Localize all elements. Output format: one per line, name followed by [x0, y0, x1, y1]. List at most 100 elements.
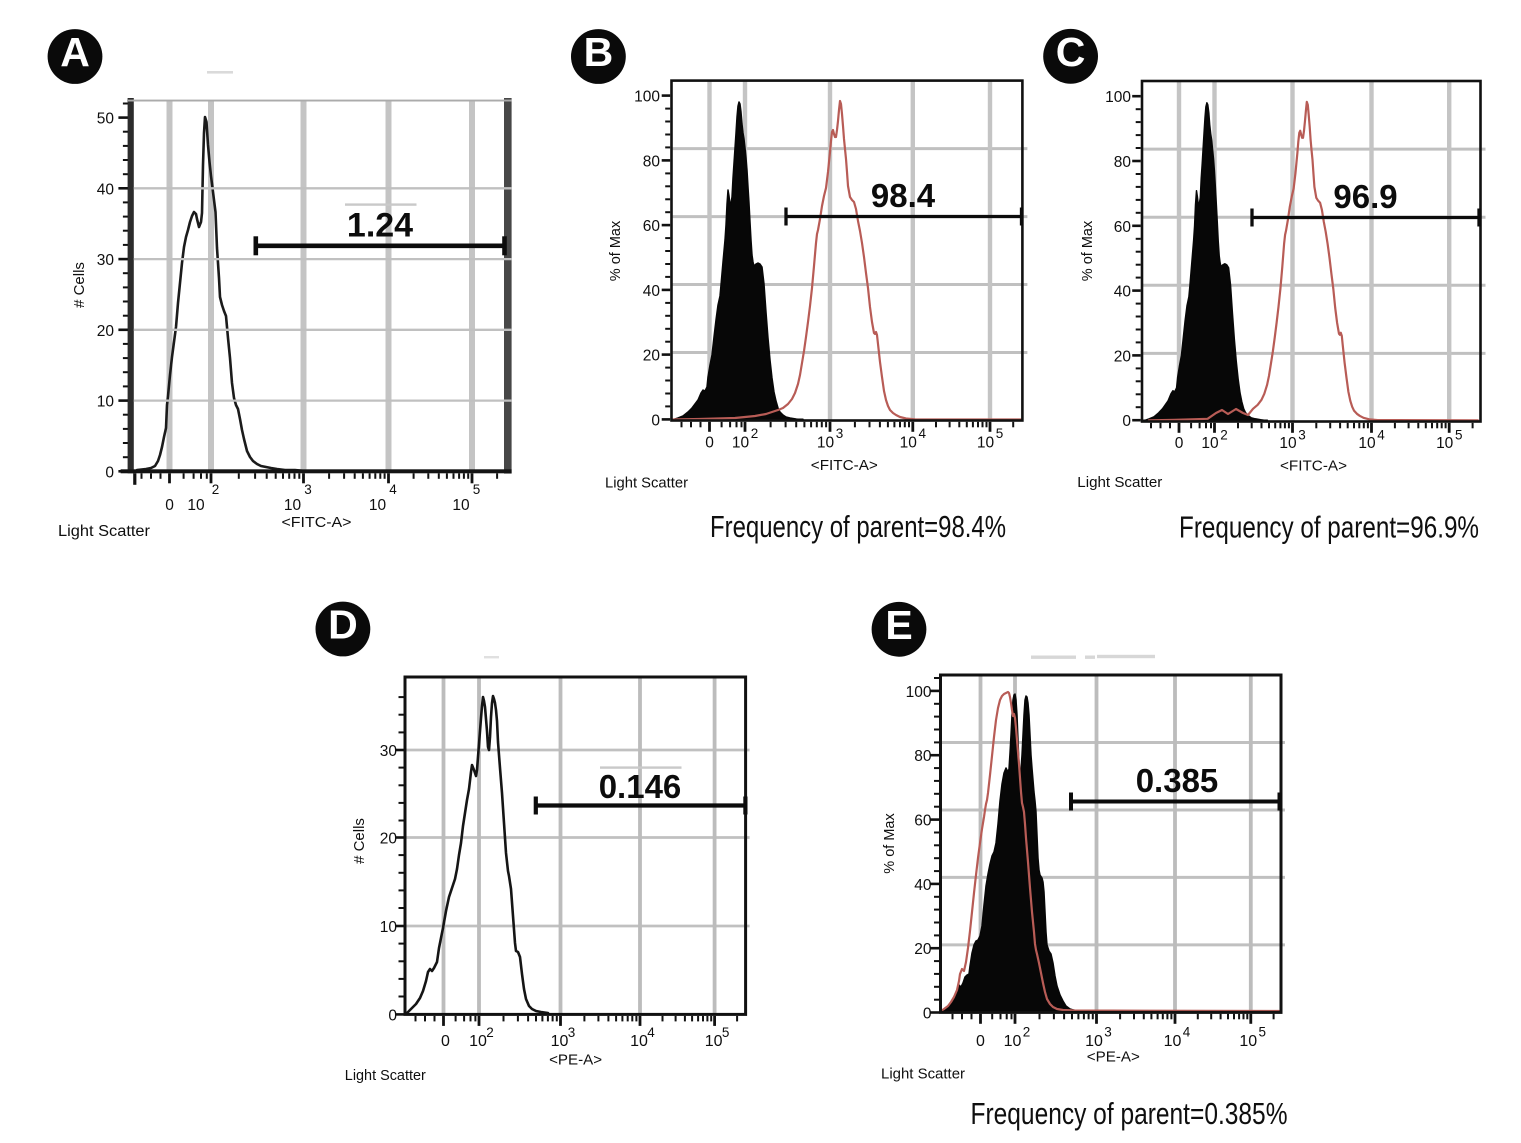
svg-text:<PE-A>: <PE-A>: [1087, 1049, 1140, 1066]
svg-text:Frequency of parent=98.4%: Frequency of parent=98.4%: [710, 509, 1006, 544]
svg-text:<FITC-A>: <FITC-A>: [811, 457, 878, 474]
svg-text:D: D: [328, 602, 358, 648]
svg-text:0: 0: [1122, 413, 1131, 430]
svg-text:100: 100: [1105, 89, 1131, 106]
svg-text:100: 100: [634, 89, 660, 106]
svg-text:0: 0: [1175, 435, 1184, 452]
svg-text:2: 2: [1023, 1025, 1031, 1040]
svg-text:2: 2: [486, 1025, 494, 1040]
svg-text:10: 10: [900, 435, 918, 452]
svg-text:60: 60: [914, 813, 932, 830]
svg-text:80: 80: [914, 748, 932, 765]
svg-text:10: 10: [630, 1033, 648, 1050]
svg-text:2: 2: [1220, 428, 1228, 443]
svg-text:3: 3: [1298, 428, 1306, 443]
svg-text:10: 10: [187, 497, 205, 514]
svg-text:10: 10: [1358, 435, 1376, 452]
svg-text:5: 5: [996, 426, 1004, 441]
svg-text:10: 10: [1085, 1033, 1103, 1050]
svg-text:5: 5: [722, 1025, 730, 1040]
svg-text:3: 3: [568, 1025, 576, 1040]
svg-text:40: 40: [97, 181, 115, 198]
svg-text:98.4: 98.4: [871, 177, 936, 214]
svg-text:0: 0: [923, 1006, 932, 1023]
svg-text:60: 60: [1114, 219, 1132, 236]
svg-text:10: 10: [97, 394, 115, 411]
svg-text:0: 0: [441, 1033, 450, 1050]
svg-text:0: 0: [105, 464, 114, 481]
svg-text:1.24: 1.24: [347, 207, 413, 245]
svg-text:20: 20: [97, 323, 115, 340]
svg-text:0: 0: [388, 1007, 397, 1024]
svg-text:Light Scatter: Light Scatter: [1077, 474, 1162, 491]
svg-text:10: 10: [284, 497, 302, 514]
svg-text:5: 5: [1259, 1025, 1267, 1040]
svg-text:10: 10: [1279, 435, 1297, 452]
svg-text:10: 10: [1239, 1033, 1257, 1050]
svg-text:20: 20: [643, 348, 661, 365]
svg-text:20: 20: [914, 941, 932, 958]
svg-text:Light Scatter: Light Scatter: [58, 523, 150, 540]
svg-text:3: 3: [1104, 1025, 1112, 1040]
svg-text:60: 60: [643, 218, 661, 235]
svg-text:% of Max: % of Max: [608, 220, 624, 281]
svg-text:2: 2: [751, 426, 759, 441]
svg-text:Light Scatter: Light Scatter: [605, 475, 688, 492]
svg-text:4: 4: [647, 1025, 655, 1040]
svg-text:0.146: 0.146: [599, 768, 682, 805]
svg-text:Frequency of parent=96.9%: Frequency of parent=96.9%: [1179, 510, 1479, 545]
svg-text:0: 0: [651, 412, 660, 429]
svg-text:30: 30: [97, 252, 115, 269]
svg-text:10: 10: [452, 497, 470, 514]
svg-text:% of Max: % of Max: [1080, 220, 1096, 281]
svg-text:5: 5: [1455, 428, 1463, 443]
svg-text:50: 50: [97, 111, 115, 128]
svg-text:Light Scatter: Light Scatter: [881, 1066, 965, 1083]
svg-text:<PE-A>: <PE-A>: [549, 1052, 602, 1069]
svg-text:0: 0: [165, 497, 174, 514]
svg-text:10: 10: [732, 435, 750, 452]
svg-text:4: 4: [389, 482, 397, 497]
svg-text:# Cells: # Cells: [71, 262, 88, 308]
svg-text:30: 30: [380, 743, 398, 760]
svg-text:40: 40: [914, 877, 932, 894]
svg-text:10: 10: [977, 435, 995, 452]
svg-text:40: 40: [643, 283, 661, 300]
svg-text:0: 0: [705, 435, 714, 452]
svg-text:96.9: 96.9: [1333, 178, 1397, 215]
svg-text:20: 20: [1114, 348, 1132, 365]
svg-text:C: C: [1056, 29, 1086, 75]
svg-text:<FITC-A>: <FITC-A>: [1280, 458, 1347, 475]
svg-text:2: 2: [212, 482, 220, 497]
svg-text:10: 10: [1164, 1033, 1182, 1050]
svg-text:4: 4: [1377, 428, 1385, 443]
svg-text:Frequency of parent=0.385%: Frequency of parent=0.385%: [971, 1096, 1288, 1131]
svg-text:10: 10: [380, 919, 398, 936]
svg-text:10: 10: [1201, 435, 1219, 452]
svg-text:10: 10: [1436, 435, 1454, 452]
svg-text:0: 0: [976, 1033, 985, 1050]
svg-text:3: 3: [304, 482, 312, 497]
svg-text:100: 100: [906, 684, 932, 701]
svg-text:4: 4: [1183, 1025, 1191, 1040]
svg-text:10: 10: [369, 497, 387, 514]
svg-text:40: 40: [1114, 284, 1132, 301]
svg-text:4: 4: [919, 426, 927, 441]
svg-text:10: 10: [817, 435, 835, 452]
svg-text:% of Max: % of Max: [882, 813, 898, 874]
svg-text:10: 10: [705, 1033, 723, 1050]
svg-text:# Cells: # Cells: [351, 818, 368, 864]
svg-text:80: 80: [1114, 154, 1132, 171]
svg-text:Light Scatter: Light Scatter: [345, 1067, 426, 1084]
svg-text:0.385: 0.385: [1136, 762, 1219, 799]
svg-text:3: 3: [836, 426, 844, 441]
svg-text:10: 10: [551, 1033, 569, 1050]
svg-text:10: 10: [1004, 1033, 1022, 1050]
svg-text:E: E: [885, 602, 912, 648]
svg-text:5: 5: [473, 482, 481, 497]
svg-text:A: A: [60, 29, 90, 75]
svg-text:10: 10: [469, 1033, 487, 1050]
svg-text:20: 20: [380, 831, 398, 848]
svg-text:<FITC-A>: <FITC-A>: [282, 514, 352, 531]
svg-text:B: B: [584, 29, 614, 75]
